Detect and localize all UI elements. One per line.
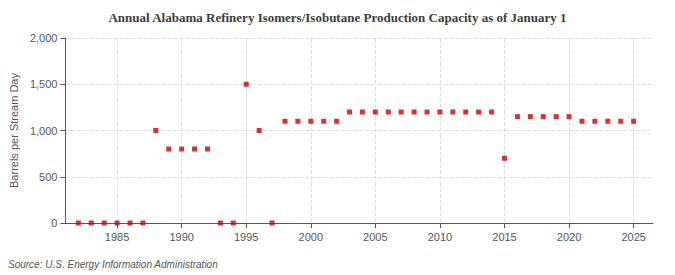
- svg-text:2020: 2020: [557, 231, 581, 243]
- svg-text:Annual Alabama Refinery Isomer: Annual Alabama Refinery Isomers/Isobutan…: [108, 10, 566, 25]
- svg-text:Source: U.S. Energy Informatio: Source: U.S. Energy Information Administ…: [8, 259, 218, 270]
- svg-text:1985: 1985: [105, 231, 129, 243]
- svg-text:1,500: 1,500: [30, 78, 58, 90]
- svg-text:0: 0: [51, 217, 57, 229]
- svg-text:1,000: 1,000: [30, 125, 58, 137]
- svg-text:2,000: 2,000: [30, 32, 58, 44]
- svg-text:2010: 2010: [428, 231, 452, 243]
- svg-text:500: 500: [39, 171, 57, 183]
- svg-text:2005: 2005: [363, 231, 387, 243]
- svg-text:2000: 2000: [299, 231, 323, 243]
- svg-text:Barrels per Stream Day: Barrels per Stream Day: [8, 73, 20, 188]
- svg-text:1995: 1995: [234, 231, 258, 243]
- svg-text:2025: 2025: [621, 231, 645, 243]
- svg-text:1990: 1990: [169, 231, 193, 243]
- svg-text:2015: 2015: [492, 231, 516, 243]
